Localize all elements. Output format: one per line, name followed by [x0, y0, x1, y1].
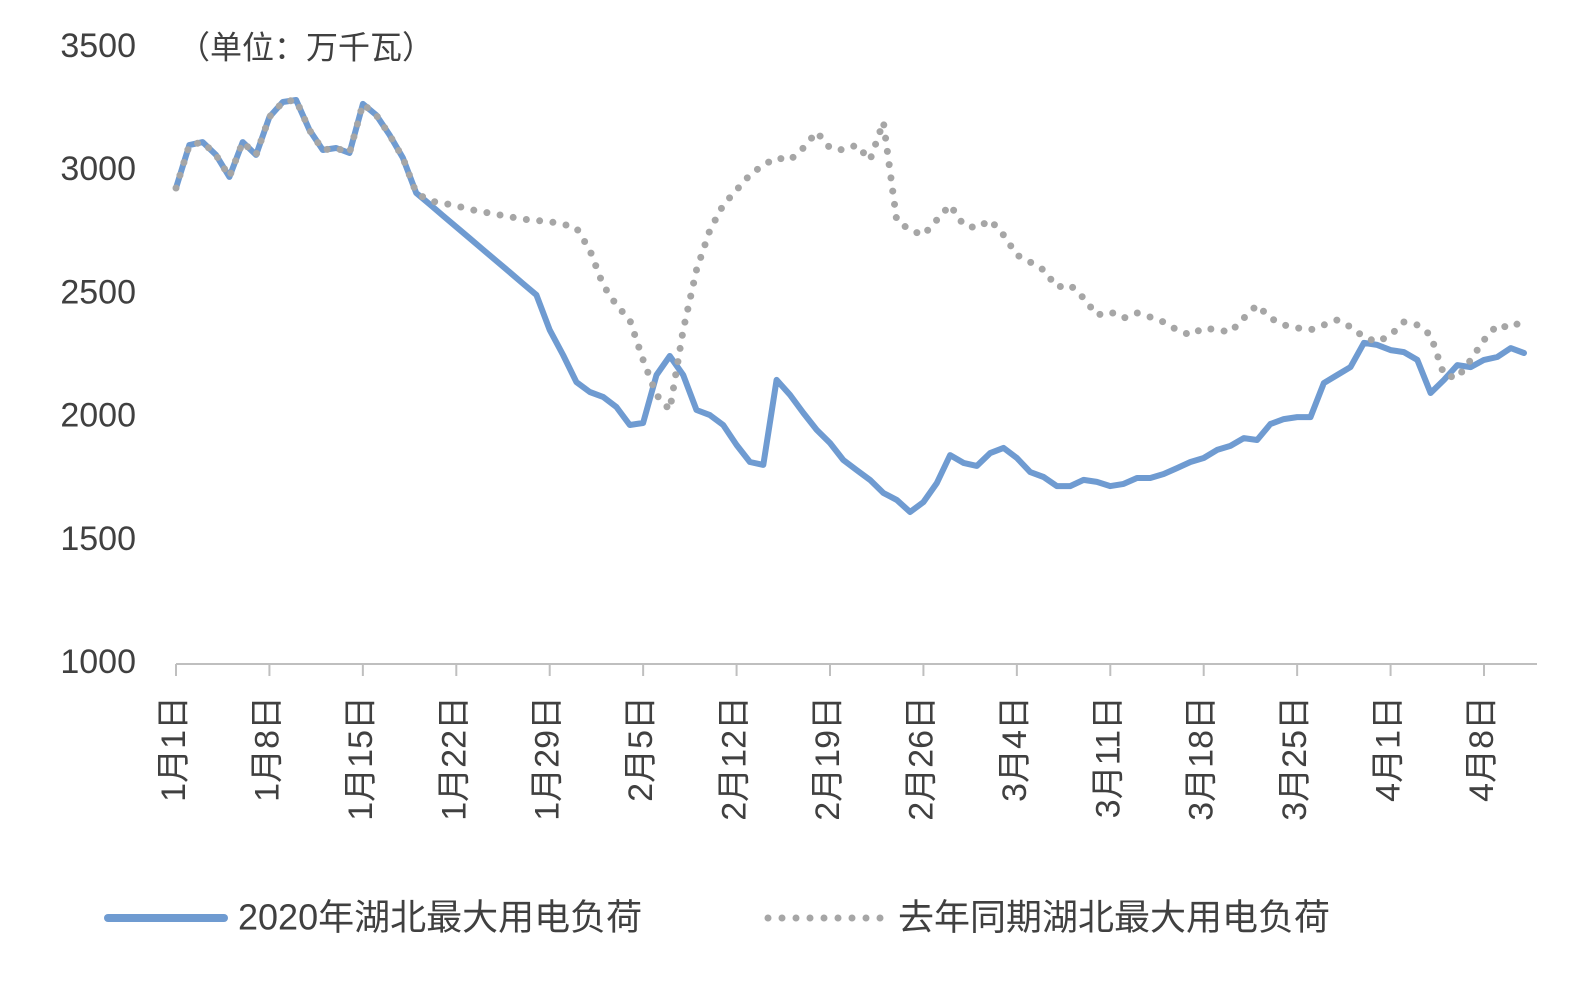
legend-label: 去年同期湖北最大用电负荷	[898, 897, 1330, 938]
series-line	[173, 97, 1527, 515]
x-tick-label: 3月11日	[1089, 696, 1127, 818]
x-tick-label: 3月18日	[1183, 696, 1221, 821]
y-tick-label: 2000	[60, 397, 136, 435]
x-tick-label: 2月5日	[622, 696, 660, 802]
x-tick-label: 1月22日	[435, 696, 473, 821]
x-tick-label: 1月8日	[248, 696, 286, 802]
x-tick-label: 4月8日	[1463, 696, 1501, 802]
y-tick-label: 3000	[60, 150, 136, 188]
y-tick-label: 3500	[60, 27, 136, 65]
legend-label: 2020年湖北最大用电负荷	[238, 897, 642, 938]
x-tick-label: 2月26日	[902, 696, 940, 821]
unit-note: （单位：万千瓦）	[178, 29, 434, 65]
x-tick-label: 3月4日	[996, 696, 1034, 802]
y-tick-label: 1500	[60, 520, 136, 558]
x-tick-label: 1月29日	[529, 696, 567, 821]
x-tick-label: 1月15日	[342, 696, 380, 821]
x-tick-label: 2月12日	[716, 696, 754, 821]
x-tick-label: 2月19日	[809, 696, 847, 821]
y-tick-label: 1000	[60, 643, 136, 681]
x-tick-label: 1月1日	[155, 696, 193, 802]
x-tick-label: 3月25日	[1276, 696, 1314, 821]
x-tick-label: 4月1日	[1370, 696, 1408, 802]
y-tick-label: 2500	[60, 273, 136, 311]
series-line	[172, 96, 1528, 414]
